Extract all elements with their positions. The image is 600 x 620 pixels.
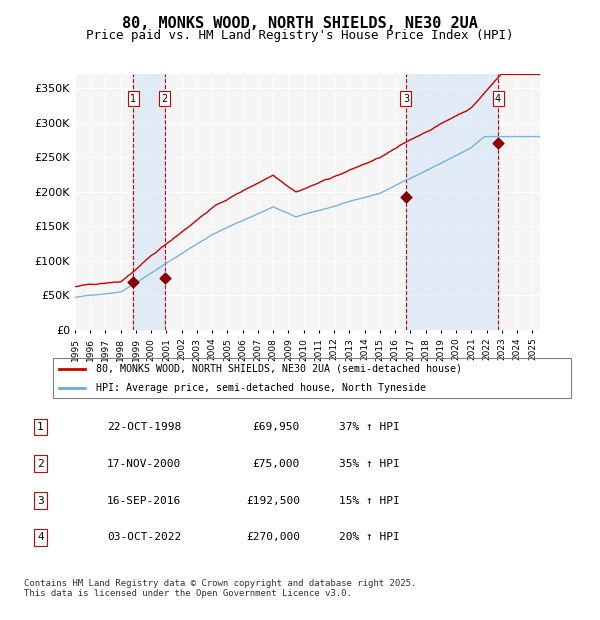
Text: Contains HM Land Registry data © Crown copyright and database right 2025.
This d: Contains HM Land Registry data © Crown c… xyxy=(24,579,416,598)
Text: HPI: Average price, semi-detached house, North Tyneside: HPI: Average price, semi-detached house,… xyxy=(95,383,425,392)
Text: £192,500: £192,500 xyxy=(246,495,300,505)
Bar xyxy=(406,74,498,330)
Point xyxy=(401,192,411,202)
Text: 4: 4 xyxy=(495,94,501,104)
Text: 3: 3 xyxy=(37,495,44,505)
Text: 4: 4 xyxy=(37,533,44,542)
Text: Price paid vs. HM Land Registry's House Price Index (HPI): Price paid vs. HM Land Registry's House … xyxy=(86,29,514,42)
Point xyxy=(160,273,169,283)
Text: 80, MONKS WOOD, NORTH SHIELDS, NE30 2UA (semi-detached house): 80, MONKS WOOD, NORTH SHIELDS, NE30 2UA … xyxy=(95,364,461,374)
Text: 37% ↑ HPI: 37% ↑ HPI xyxy=(338,422,400,432)
Point xyxy=(128,277,138,286)
Text: £69,950: £69,950 xyxy=(253,422,300,432)
Text: 1: 1 xyxy=(130,94,136,104)
Text: 20% ↑ HPI: 20% ↑ HPI xyxy=(338,533,400,542)
Text: £75,000: £75,000 xyxy=(253,459,300,469)
Text: 03-OCT-2022: 03-OCT-2022 xyxy=(107,533,181,542)
Text: 22-OCT-1998: 22-OCT-1998 xyxy=(107,422,181,432)
Text: 1: 1 xyxy=(37,422,44,432)
Text: 2: 2 xyxy=(161,94,168,104)
Bar xyxy=(133,74,164,330)
Point xyxy=(493,138,503,148)
Text: 2: 2 xyxy=(37,459,44,469)
Text: 80, MONKS WOOD, NORTH SHIELDS, NE30 2UA: 80, MONKS WOOD, NORTH SHIELDS, NE30 2UA xyxy=(122,16,478,30)
Text: 16-SEP-2016: 16-SEP-2016 xyxy=(107,495,181,505)
Text: £270,000: £270,000 xyxy=(246,533,300,542)
Text: 3: 3 xyxy=(403,94,409,104)
Text: 15% ↑ HPI: 15% ↑ HPI xyxy=(338,495,400,505)
Text: 17-NOV-2000: 17-NOV-2000 xyxy=(107,459,181,469)
Text: 35% ↑ HPI: 35% ↑ HPI xyxy=(338,459,400,469)
